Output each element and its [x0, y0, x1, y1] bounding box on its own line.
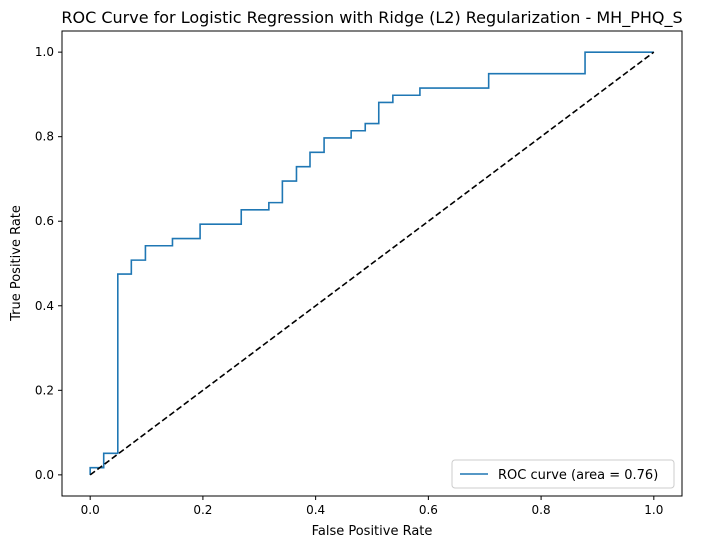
x-tick-label: 0.8: [532, 503, 551, 517]
chart-title: ROC Curve for Logistic Regression with R…: [61, 8, 682, 28]
y-tick-label: 0.4: [35, 299, 54, 313]
x-tick-label: 0.4: [306, 503, 325, 517]
y-tick-label: 0.0: [35, 468, 54, 482]
plot-lines: [89, 51, 655, 476]
chance-diagonal-line: [89, 51, 655, 476]
legend-box: [451, 459, 675, 489]
x-tick-label: 0.2: [193, 503, 212, 517]
y-tick-label: 0.8: [35, 130, 54, 144]
y-tick-label: 0.6: [35, 214, 54, 228]
x-tick-label: 0.6: [419, 503, 438, 517]
x-tick-label: 1.0: [644, 503, 663, 517]
x-tick-label: 0.0: [81, 503, 100, 517]
y-tick-label: 1.0: [35, 45, 54, 59]
x-axis-label: False Positive Rate: [312, 524, 433, 539]
roc-curve-line: [89, 51, 654, 475]
y-tick-label: 0.2: [35, 383, 54, 397]
plot-frame: [61, 30, 683, 497]
y-axis-label: True Positive Rate: [9, 205, 24, 322]
legend-label: ROC curve (area = 0.76): [498, 468, 658, 483]
legend: ROC curve (area = 0.76): [451, 459, 675, 489]
x-axis-ticks: 0.0 0.2 0.4 0.6 0.8 1.0: [81, 496, 663, 517]
y-axis-ticks: 0.0 0.2 0.4 0.6 0.8 1.0: [35, 45, 62, 482]
